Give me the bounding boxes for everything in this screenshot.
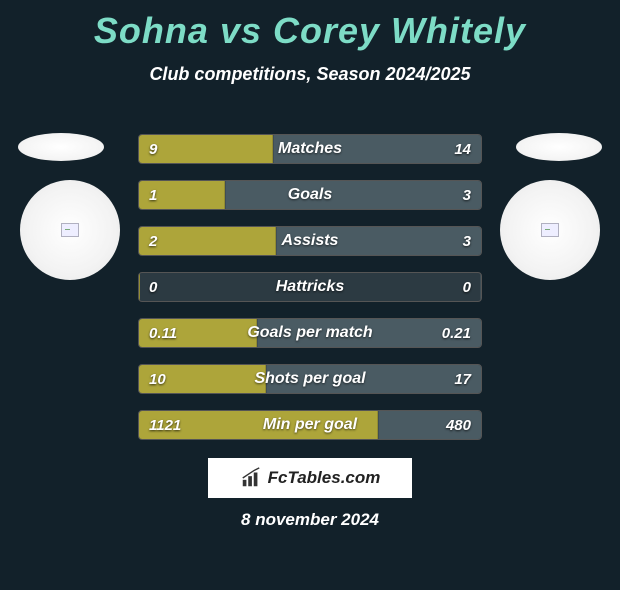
image-placeholder-icon [61,223,79,237]
stat-row: Assists2 3 [138,226,482,256]
stat-value-left: 1 [149,181,157,209]
stat-value-left: 10 [149,365,166,393]
stat-label: Goals per match [139,319,481,347]
stat-row: Goals1 3 [138,180,482,210]
stat-value-right: 3 [463,227,471,255]
player2-flag-placeholder [516,133,602,161]
stat-label: Shots per goal [139,365,481,393]
stat-row: Hattricks0 0 [138,272,482,302]
stat-value-right: 3 [463,181,471,209]
stat-row: Matches9 14 [138,134,482,164]
date-label: 8 november 2024 [0,510,620,530]
stat-value-right: 0 [463,273,471,301]
stat-value-right: 17 [454,365,471,393]
stat-label: Assists [139,227,481,255]
comparison-title: Sohna vs Corey Whitely [0,10,620,52]
stat-label: Hattricks [139,273,481,301]
stat-value-right: 14 [454,135,471,163]
stat-label: Matches [139,135,481,163]
stat-row: Min per goal1121 480 [138,410,482,440]
vs-label: vs [220,10,262,51]
stat-value-right: 0.21 [442,319,471,347]
source-logo: FcTables.com [208,458,412,498]
player2-name: Corey Whitely [273,10,526,51]
chart-icon [240,467,262,489]
stat-value-left: 9 [149,135,157,163]
stat-row: Shots per goal10 17 [138,364,482,394]
player1-flag-placeholder [18,133,104,161]
player1-avatar-placeholder [20,180,120,280]
subtitle: Club competitions, Season 2024/2025 [0,64,620,85]
stat-value-right: 480 [446,411,471,439]
player1-name: Sohna [94,10,209,51]
player2-avatar-placeholder [500,180,600,280]
stat-value-left: 0.11 [149,319,177,347]
image-placeholder-icon [541,223,559,237]
stats-panel: Matches914Goals13Assists23Hattricks00Goa… [138,134,482,456]
logo-text: FcTables.com [268,468,381,488]
stat-label: Min per goal [139,411,481,439]
stat-row: Goals per match0.11 0.21 [138,318,482,348]
stat-value-left: 0 [149,273,157,301]
stat-value-left: 2 [149,227,157,255]
stat-value-left: 1121 [149,411,181,439]
stat-label: Goals [139,181,481,209]
